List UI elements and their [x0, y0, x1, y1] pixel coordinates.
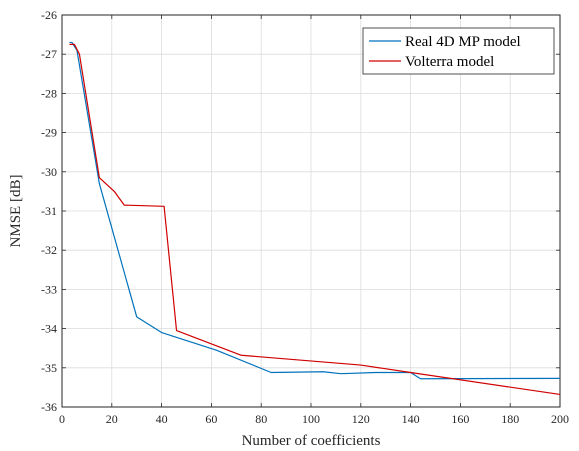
y-tick-label: -33 — [41, 282, 57, 296]
x-tick-label: 200 — [551, 412, 569, 426]
y-axis-ticks: -36 -35 -34 -33 -32 -31 -30 -29 -28 -27 -26 — [41, 8, 560, 414]
y-tick-label: -30 — [41, 165, 57, 179]
x-tick-label: 180 — [501, 412, 519, 426]
x-tick-label: 0 — [59, 412, 65, 426]
legend-box — [362, 27, 555, 75]
x-axis-label: Number of coefficients — [242, 433, 381, 449]
x-tick-label: 160 — [451, 412, 469, 426]
x-tick-label: 20 — [106, 412, 118, 426]
x-tick-label: 80 — [255, 412, 267, 426]
y-tick-label: -31 — [41, 204, 57, 218]
y-tick-label: -34 — [41, 322, 57, 336]
y-tick-label: -29 — [41, 126, 57, 140]
y-tick-label: -28 — [41, 86, 57, 100]
y-tick-label: -36 — [41, 400, 57, 414]
x-tick-label: 120 — [352, 412, 370, 426]
y-tick-label: -27 — [41, 47, 57, 61]
legend-label-real-4d-mp: Real 4D MP model — [405, 34, 521, 50]
y-tick-label: -35 — [41, 361, 57, 375]
x-axis-ticks: 0 20 40 60 80 100 120 140 160 180 200 — [59, 15, 569, 426]
y-tick-label: -32 — [41, 243, 57, 257]
series-line-1 — [69, 43, 561, 396]
series-line-0 — [69, 41, 561, 380]
x-tick-label: 140 — [402, 412, 420, 426]
legend: Real 4D MP model Volterra model — [362, 27, 555, 75]
y-axis-label: NMSE [dB] — [8, 175, 24, 248]
legend-label-volterra: Volterra model — [405, 54, 494, 70]
y-tick-label: -26 — [41, 8, 57, 22]
x-tick-label: 100 — [302, 412, 320, 426]
series-group — [69, 41, 561, 396]
x-tick-label: 60 — [205, 412, 217, 426]
x-tick-label: 40 — [156, 412, 168, 426]
